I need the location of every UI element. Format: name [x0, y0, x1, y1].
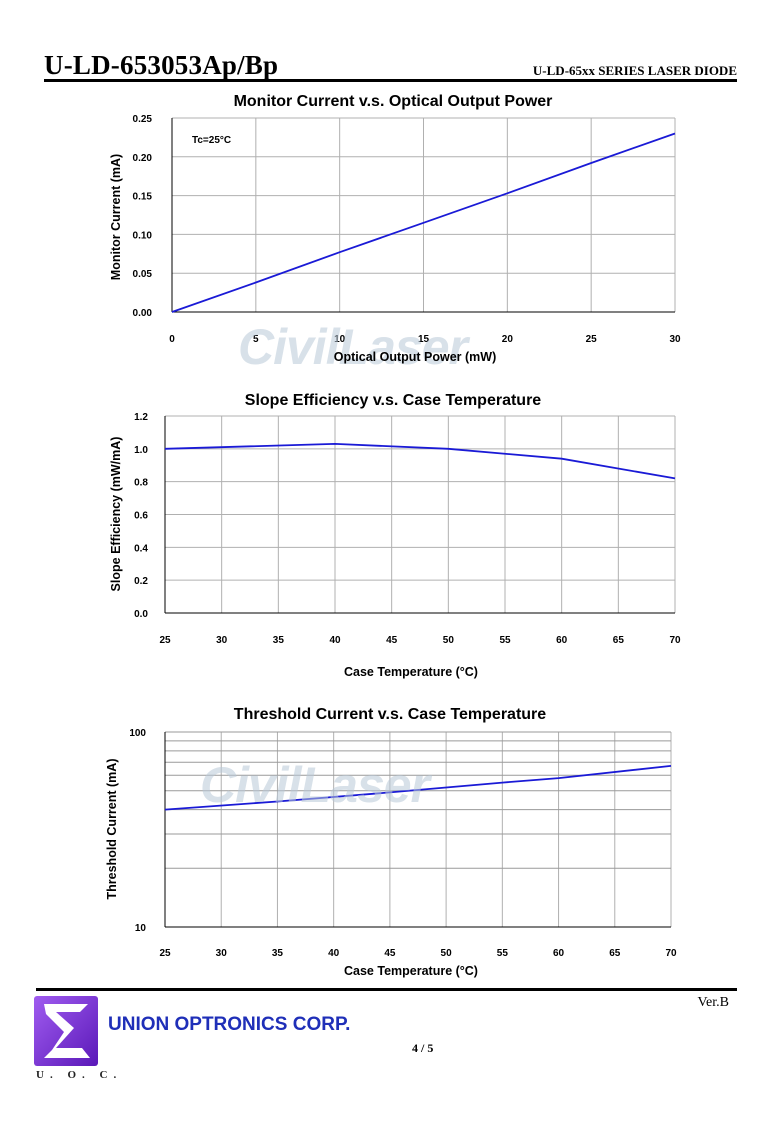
y-tick-label: 0.25 [133, 114, 153, 125]
logo-abbreviation: U. O. C. [36, 1069, 123, 1081]
y-tick-label: 100 [129, 728, 146, 739]
y-tick-label: 10 [135, 923, 147, 934]
x-tick-label: 40 [329, 635, 341, 646]
x-tick-label: 50 [443, 635, 455, 646]
x-tick-label: 60 [556, 635, 568, 646]
y-tick-label: 0.4 [134, 543, 148, 554]
x-axis-label: Case Temperature (°C) [344, 665, 478, 679]
x-tick-label: 35 [273, 635, 285, 646]
x-tick-label: 65 [609, 948, 621, 959]
watermark: CivilLaser [200, 757, 433, 813]
x-tick-label: 50 [441, 948, 453, 959]
x-tick-label: 65 [613, 635, 625, 646]
x-tick-label: 30 [216, 635, 228, 646]
x-tick-label: 20 [502, 334, 514, 345]
y-tick-label: 0.8 [134, 478, 148, 489]
chart-title: Monitor Current v.s. Optical Output Powe… [234, 93, 553, 110]
x-tick-label: 45 [384, 948, 396, 959]
x-tick-label: 25 [159, 635, 171, 646]
x-tick-label: 55 [497, 948, 509, 959]
y-axis-label: Monitor Current (mA) [109, 154, 123, 280]
document-series-title: U-LD-65xx SERIES LASER DIODE [532, 63, 737, 78]
x-tick-label: 15 [418, 334, 430, 345]
company-logo [34, 996, 98, 1066]
x-tick-label: 55 [499, 635, 511, 646]
watermark: CivilLaser [238, 319, 471, 375]
series-line [171, 132, 676, 313]
x-tick-label: 30 [216, 948, 228, 959]
y-tick-label: 0.2 [134, 576, 148, 587]
x-tick-label: 70 [669, 635, 681, 646]
x-tick-label: 45 [386, 635, 398, 646]
series-line [164, 765, 672, 811]
version-label: Ver.B [697, 995, 730, 1010]
y-tick-label: 0.20 [133, 153, 153, 164]
x-tick-label: 60 [553, 948, 565, 959]
temperature-annotation: Tc=25°C [192, 135, 231, 146]
y-tick-label: 1.2 [134, 412, 148, 423]
x-tick-label: 25 [159, 948, 171, 959]
x-tick-label: 70 [665, 948, 677, 959]
x-axis-label: Optical Output Power (mW) [334, 350, 497, 364]
y-tick-label: 0.05 [133, 269, 153, 280]
x-tick-label: 25 [586, 334, 598, 345]
page-number: 4 / 5 [412, 1041, 434, 1055]
x-tick-label: 5 [253, 334, 259, 345]
chart-title: Slope Efficiency v.s. Case Temperature [245, 392, 542, 409]
y-axis-label: Slope Efficiency (mW/mA) [109, 437, 123, 592]
company-name: UNION OPTRONICS CORP. [108, 1014, 351, 1035]
x-tick-label: 30 [669, 334, 681, 345]
series-line [164, 442, 676, 480]
document-part-number: U-LD-653053Ap/Bp [44, 50, 279, 80]
footer-rule [36, 988, 737, 991]
y-tick-label: 0.00 [133, 308, 153, 319]
y-tick-label: 1.0 [134, 445, 148, 456]
y-tick-label: 0.10 [133, 230, 153, 241]
plot-area: 25 30 35 40 45 50 55 60 65 70 10 100 [129, 728, 677, 959]
header-rule [44, 79, 737, 82]
x-axis-label: Case Temperature (°C) [344, 964, 478, 978]
y-tick-label: 0.15 [133, 192, 153, 203]
slope-efficiency-chart: Slope Efficiency v.s. Case Temperature 2… [109, 392, 681, 679]
x-tick-label: 0 [169, 334, 175, 345]
y-tick-label: 0.0 [134, 609, 148, 620]
monitor-current-chart: Monitor Current v.s. Optical Output Powe… [109, 93, 681, 375]
plot-area: 0 5 10 15 20 25 30 0.00 0.05 0.10 0.15 0.20 0.25 [133, 114, 681, 345]
chart-title: Threshold Current v.s. Case Temperature [234, 706, 546, 723]
y-axis-label: Threshold Current (mA) [105, 759, 119, 900]
threshold-current-chart: Threshold Current v.s. Case Temperature … [105, 706, 677, 978]
x-tick-label: 40 [328, 948, 340, 959]
plot-area: 25 30 35 40 45 50 55 60 65 70 0.0 0.2 0.4 0.6 0.8 1.0 1.… [134, 412, 681, 646]
y-tick-label: 0.6 [134, 511, 148, 522]
x-tick-label: 35 [272, 948, 284, 959]
x-tick-label: 10 [334, 334, 346, 345]
